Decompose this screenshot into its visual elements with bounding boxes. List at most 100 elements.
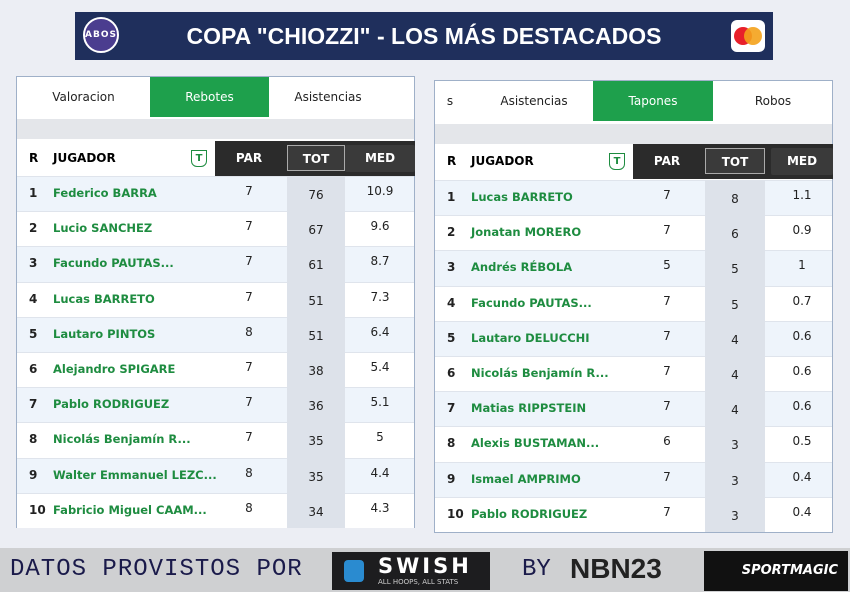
rank: 8	[29, 432, 38, 447]
stat-value: 0.6	[792, 364, 812, 378]
rank: 5	[29, 326, 38, 341]
player-name: Matias RIPPSTEIN	[471, 401, 587, 416]
rank: 7	[29, 397, 38, 412]
column-header: JUGADOR	[471, 154, 534, 168]
stat-value: 3	[731, 508, 739, 523]
tab[interactable]: Valoracion	[52, 90, 115, 104]
row	[17, 281, 414, 317]
rank: 1	[447, 190, 456, 204]
row	[435, 356, 832, 392]
tot-bg	[705, 180, 765, 216]
tot-bg	[287, 176, 345, 212]
swish-tagline: ALL HOOPS, ALL STATS	[378, 578, 459, 586]
tab[interactable]: Robos	[754, 94, 792, 108]
stat-value: 0.4	[792, 469, 812, 484]
stat-value: 4.4	[370, 465, 390, 480]
player-name: Facundo PAUTAS...	[471, 295, 592, 310]
stat-value: 34	[308, 504, 324, 519]
stat-value: 3	[731, 438, 739, 453]
stat-value: 5	[731, 262, 739, 277]
sportmagic-logo: SPORTMAGIC	[704, 551, 848, 591]
row	[435, 391, 832, 427]
stat-value: 7	[663, 328, 671, 343]
tab[interactable]: Rebotes	[150, 77, 269, 117]
rank: 8	[447, 436, 456, 451]
stat-value: 4	[731, 368, 739, 382]
column-header: R	[447, 154, 457, 168]
tot-bg	[287, 387, 345, 423]
logo: ABOS	[83, 17, 119, 53]
stat-value: 7	[245, 184, 253, 198]
rank: 9	[29, 467, 38, 482]
stat-value: 1.1	[792, 188, 812, 202]
tab[interactable]: Asistencias	[294, 90, 362, 104]
stat-value: 7	[663, 293, 671, 308]
row	[17, 211, 414, 247]
rank: 10	[447, 506, 464, 521]
tot-bg	[287, 492, 345, 528]
stat-value: 3	[731, 473, 739, 488]
stat-value: 7	[245, 430, 253, 445]
stat-value: 7	[245, 360, 253, 374]
player-name: Jonatan MORERO	[471, 225, 582, 240]
stat-value: 51	[308, 328, 324, 343]
stat-value: 5	[731, 297, 739, 312]
player-name: Facundo PAUTAS...	[53, 256, 174, 271]
swish-logo: SWISH ALL HOOPS, ALL STATS	[332, 552, 490, 590]
stat-value: 6	[731, 227, 739, 242]
row	[17, 246, 414, 282]
team-badge: T	[609, 153, 625, 170]
row	[435, 320, 832, 356]
stat-value: 36	[308, 399, 324, 414]
stat-value: 0.9	[792, 223, 812, 238]
stat-value: 0.4	[792, 504, 812, 519]
stat-value: 7	[663, 399, 671, 414]
tot-bg	[287, 457, 345, 493]
stat-value: 35	[308, 434, 324, 449]
player-name: Andrés RÉBOLA	[471, 260, 573, 275]
tab[interactable]: s	[446, 94, 454, 108]
stat-value: 5.4	[370, 360, 390, 374]
stat-value: 7.3	[370, 289, 390, 304]
row	[435, 285, 832, 321]
stat-value: 5	[663, 258, 671, 273]
row	[17, 422, 414, 458]
stat-value: 9.6	[370, 219, 390, 234]
tot-bg	[287, 422, 345, 458]
column-header: MED	[345, 145, 415, 172]
row	[17, 387, 414, 423]
footer-text: BY	[522, 556, 551, 583]
stat-value: 0.7	[792, 293, 812, 308]
stat-value: 6.4	[370, 324, 390, 339]
stat-value: 0.5	[792, 434, 812, 449]
rank: 2	[447, 225, 456, 240]
row	[435, 215, 832, 251]
stat-value: 7	[663, 469, 671, 484]
stat-value: 76	[308, 188, 324, 202]
stat-value: 7	[245, 289, 253, 304]
tot-bg	[287, 316, 345, 352]
player-name: Pablo RODRIGUEZ	[471, 506, 588, 521]
table-panel: Valoracion Rebotes Asistencias R JUGADOR T PAR…	[16, 76, 415, 528]
tab[interactable]: Tapones	[593, 81, 713, 121]
column-header: PAR	[633, 144, 701, 179]
row	[17, 457, 414, 493]
player-name: Nicolás Benjamín R...	[471, 366, 609, 380]
stat-value: 6	[663, 434, 671, 449]
rank: 10	[29, 502, 46, 517]
swish-name: SWISH	[378, 554, 472, 578]
stat-value: 7	[663, 223, 671, 238]
stat-value: 4	[731, 332, 739, 347]
nbn-logo: NBN23	[570, 553, 662, 584]
title: COPA "CHIOZZI" - LOS MÁS DESTACADOS	[186, 23, 662, 49]
footer-text: DATOS PROVISTOS POR	[10, 556, 303, 583]
row	[17, 316, 414, 352]
stat-value: 7	[245, 254, 253, 269]
tab[interactable]: Asistencias	[500, 94, 568, 108]
stat-value: 0.6	[792, 399, 812, 414]
rank: 6	[447, 366, 456, 380]
column-header: TOT	[287, 145, 345, 171]
tot-bg	[705, 391, 765, 427]
tot-bg	[705, 356, 765, 392]
